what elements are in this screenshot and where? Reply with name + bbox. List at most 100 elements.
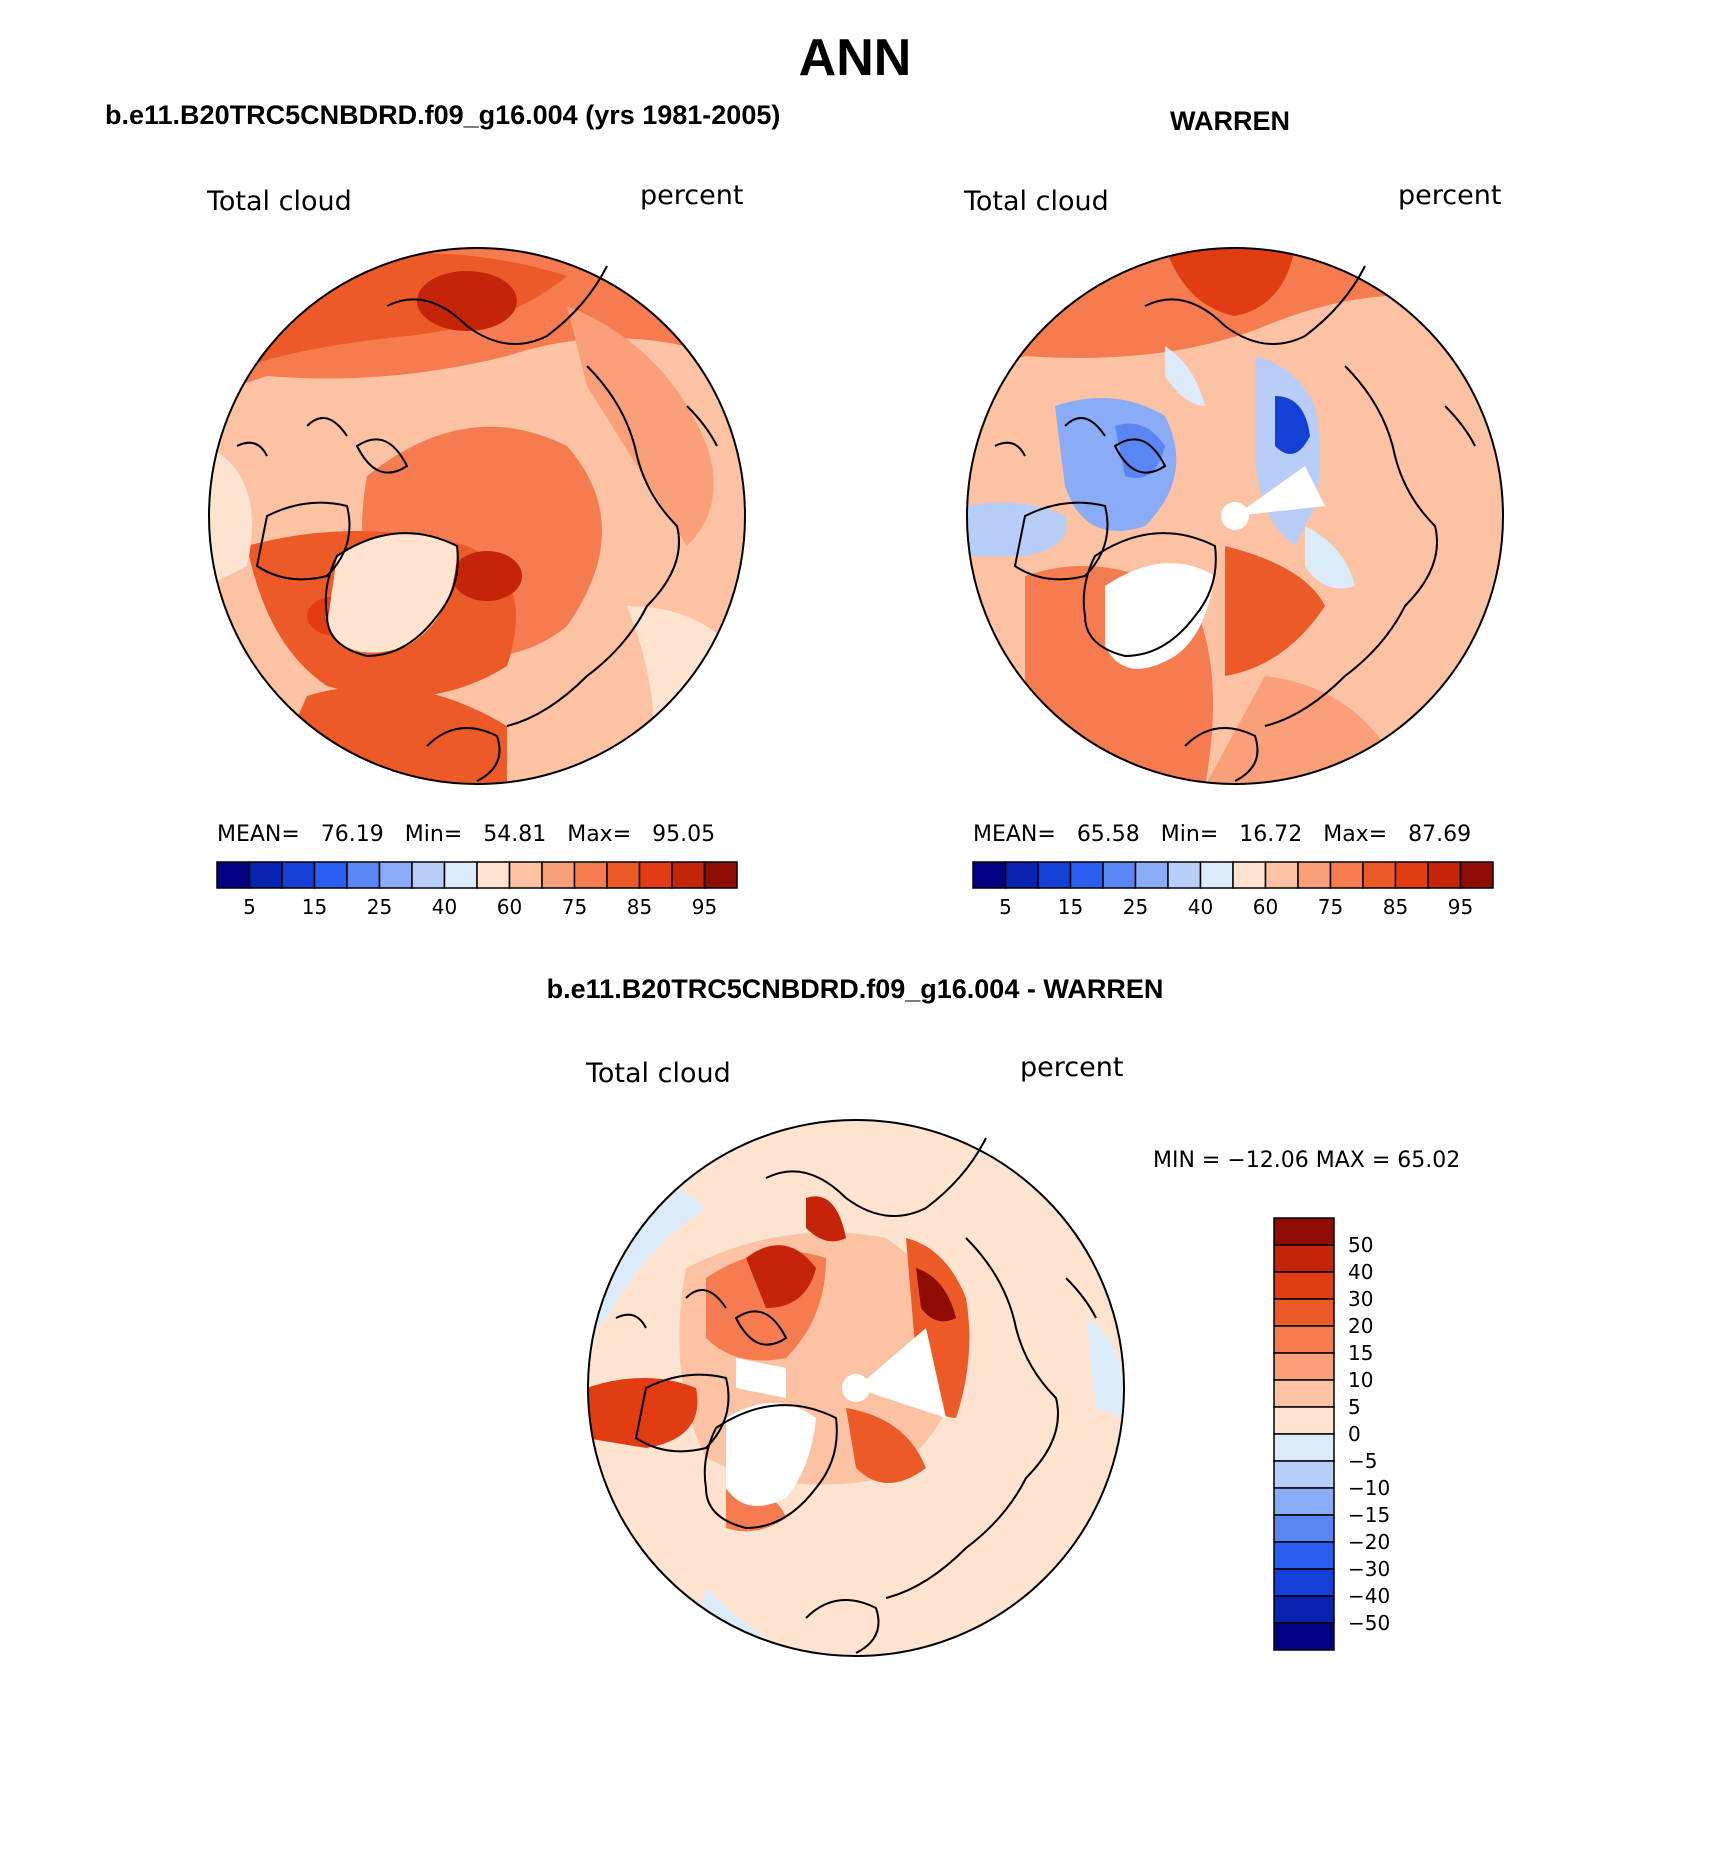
- colorbar-swatch: [1273, 1514, 1335, 1543]
- panel3-variable-label: Total cloud: [586, 1058, 731, 1089]
- colorbar-swatch: [346, 861, 381, 889]
- colorbar-tick-label: −15: [1348, 1503, 1390, 1527]
- colorbar-tick-label: 85: [627, 895, 652, 919]
- colorbar-swatch: [972, 861, 1007, 889]
- colorbar-swatch: [216, 861, 251, 889]
- panel2-title: WARREN: [1170, 106, 1290, 136]
- panel2-variable-label: Total cloud: [964, 186, 1109, 217]
- panel1-min-value: 54.81: [483, 822, 547, 847]
- colorbar-tick-label: 95: [1448, 895, 1473, 919]
- colorbar-swatch: [1273, 1271, 1335, 1300]
- colorbar-swatch: [1273, 1325, 1335, 1354]
- colorbar-tick-label: 30: [1348, 1287, 1373, 1311]
- colorbar-tick-label: 75: [1318, 895, 1343, 919]
- colorbar-tick-label: 75: [562, 895, 587, 919]
- colorbar-tick-label: 40: [432, 895, 457, 919]
- colorbar-swatch: [1273, 1541, 1335, 1570]
- colorbar-swatch: [1273, 1352, 1335, 1381]
- colorbar-swatch: [1199, 861, 1234, 889]
- colorbar-tick-label: 15: [1348, 1341, 1373, 1365]
- main-title: ANN: [798, 29, 912, 87]
- colorbar-tick-label: 5: [1348, 1395, 1361, 1419]
- colorbar-tick-label: −10: [1348, 1476, 1390, 1500]
- colorbar-swatch: [443, 861, 478, 889]
- colorbar-tick-label: 5: [999, 895, 1012, 919]
- colorbar-swatch: [1273, 1487, 1335, 1516]
- colorbar-swatch: [313, 861, 348, 889]
- panel1-mean-value: 76.19: [320, 822, 384, 847]
- colorbar-tick-label: 25: [1123, 895, 1148, 919]
- colorbar-swatch: [1273, 1298, 1335, 1327]
- colorbar-tick-label: 0: [1348, 1422, 1361, 1446]
- colorbar-tick-label: 25: [367, 895, 392, 919]
- colorbar-swatch: [1297, 861, 1332, 889]
- panel2-polar-map: [966, 247, 1504, 785]
- colorbar-tick-label: 60: [1253, 895, 1278, 919]
- colorbar-tick-label: 40: [1188, 895, 1213, 919]
- panel1-stats: MEAN= 76.19 Min= 54.81 Max= 95.05: [217, 822, 716, 847]
- colorbar-swatch: [1273, 1595, 1335, 1624]
- colorbar-swatch: [378, 861, 413, 889]
- colorbar-swatch: [1273, 1406, 1335, 1435]
- colorbar-tick-label: 40: [1348, 1260, 1373, 1284]
- colorbar-swatch: [1232, 861, 1267, 889]
- colorbar-swatch: [411, 861, 446, 889]
- colorbar-swatch: [1273, 1433, 1335, 1462]
- panel1-colorbar: 5 15 25 40 60 75 85 95: [216, 861, 738, 919]
- colorbar-swatch: [281, 861, 316, 889]
- colorbar-tick-label: 20: [1348, 1314, 1373, 1338]
- panel1-max-value: 95.05: [652, 822, 716, 847]
- panel2-max-value: 87.69: [1408, 822, 1472, 847]
- colorbar-swatch: [476, 861, 511, 889]
- colorbar-swatch: [1102, 861, 1137, 889]
- colorbar-swatch: [606, 861, 641, 889]
- colorbar-tick-label: 95: [692, 895, 717, 919]
- panel3-title: b.e11.B20TRC5CNBDRD.f09_g16.004 - WARREN: [546, 974, 1164, 1004]
- panel1-title: b.e11.B20TRC5CNBDRD.f09_g16.004 (yrs 198…: [105, 100, 781, 130]
- panel2-mean-value: 65.58: [1076, 822, 1140, 847]
- panel2-units-label: percent: [1398, 180, 1502, 211]
- colorbar-tick-label: 15: [1058, 895, 1083, 919]
- colorbar-tick-label: 5: [243, 895, 256, 919]
- colorbar-swatch: [1329, 861, 1364, 889]
- colorbar-swatch: [638, 861, 673, 889]
- colorbar-swatch: [1273, 1379, 1335, 1408]
- panel1-variable-label: Total cloud: [207, 186, 352, 217]
- colorbar-swatch: [1273, 1622, 1335, 1651]
- colorbar-tick-label: 10: [1348, 1368, 1373, 1392]
- colorbar-tick-label: −50: [1348, 1611, 1390, 1635]
- panel3-minmax: MIN = −12.06 MAX = 65.02: [1153, 1148, 1461, 1173]
- panel3-units-label: percent: [1020, 1052, 1124, 1083]
- colorbar-tick-label: −5: [1348, 1449, 1377, 1473]
- colorbar-swatch: [1273, 1244, 1335, 1273]
- colorbar-swatch: [1167, 861, 1202, 889]
- panel2-stats: MEAN= 65.58 Min= 16.72 Max= 87.69: [973, 822, 1472, 847]
- colorbar-tick-label: 50: [1348, 1233, 1373, 1257]
- colorbar-swatch: [1273, 1217, 1335, 1246]
- colorbar-swatch: [1362, 861, 1397, 889]
- colorbar-swatch: [671, 861, 706, 889]
- colorbar-swatch: [1427, 861, 1462, 889]
- colorbar-swatch: [573, 861, 608, 889]
- panel2-colorbar: 5 15 25 40 60 75 85 95: [972, 861, 1494, 919]
- colorbar-swatch: [1459, 861, 1494, 889]
- colorbar-swatch: [1069, 861, 1104, 889]
- colorbar-swatch: [1273, 1568, 1335, 1597]
- colorbar-tick-label: 85: [1383, 895, 1408, 919]
- colorbar-swatch: [1394, 861, 1429, 889]
- colorbar-swatch: [248, 861, 283, 889]
- colorbar-tick-label: 15: [302, 895, 327, 919]
- panel1-units-label: percent: [640, 180, 744, 211]
- colorbar-swatch: [1134, 861, 1169, 889]
- colorbar-swatch: [541, 861, 576, 889]
- panel1-polar-map: [208, 247, 746, 785]
- colorbar-swatch: [1004, 861, 1039, 889]
- colorbar-swatch: [1264, 861, 1299, 889]
- colorbar-tick-label: 60: [497, 895, 522, 919]
- panel2-min-value: 16.72: [1239, 822, 1303, 847]
- colorbar-swatch: [508, 861, 543, 889]
- colorbar-swatch: [1273, 1460, 1335, 1489]
- panel3-polar-map: [587, 1119, 1125, 1657]
- colorbar-tick-label: −20: [1348, 1530, 1390, 1554]
